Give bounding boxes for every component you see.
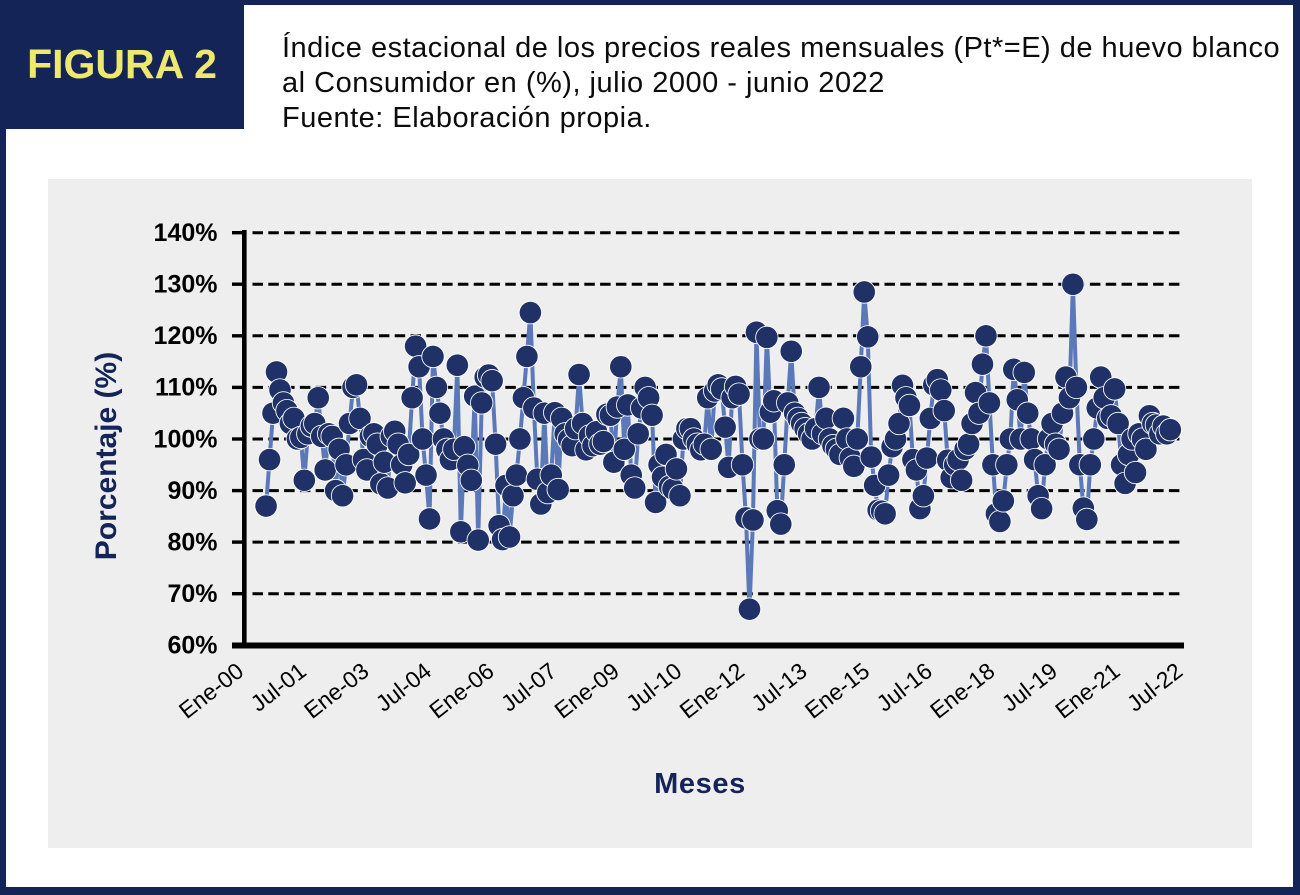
svg-text:Jul-10: Jul-10	[621, 657, 686, 716]
svg-text:130%: 130%	[154, 271, 218, 299]
svg-text:110%: 110%	[155, 374, 218, 402]
svg-text:70%: 70%	[167, 580, 217, 608]
svg-text:Ene-15: Ene-15	[800, 657, 874, 723]
svg-text:Jul-13: Jul-13	[746, 657, 811, 716]
svg-text:Jul-22: Jul-22	[1122, 657, 1187, 716]
svg-text:100%: 100%	[154, 425, 218, 453]
svg-text:60%: 60%	[167, 632, 217, 660]
svg-text:Jul-19: Jul-19	[997, 657, 1062, 716]
svg-text:Ene-03: Ene-03	[299, 657, 373, 723]
svg-text:Ene-00: Ene-00	[174, 657, 248, 723]
svg-text:Ene-09: Ene-09	[549, 657, 623, 723]
svg-text:Ene-12: Ene-12	[675, 657, 749, 723]
svg-text:80%: 80%	[167, 528, 217, 556]
svg-text:90%: 90%	[167, 477, 217, 505]
svg-text:Ene-06: Ene-06	[424, 657, 498, 723]
svg-text:Jul-04: Jul-04	[371, 657, 437, 716]
svg-text:Jul-07: Jul-07	[496, 657, 561, 716]
svg-text:Jul-01: Jul-01	[245, 657, 310, 716]
svg-text:120%: 120%	[154, 322, 218, 350]
svg-text:Jul-16: Jul-16	[871, 657, 936, 716]
svg-text:140%: 140%	[154, 219, 218, 247]
svg-text:Ene-21: Ene-21	[1050, 657, 1124, 723]
svg-text:Ene-18: Ene-18	[925, 657, 999, 723]
